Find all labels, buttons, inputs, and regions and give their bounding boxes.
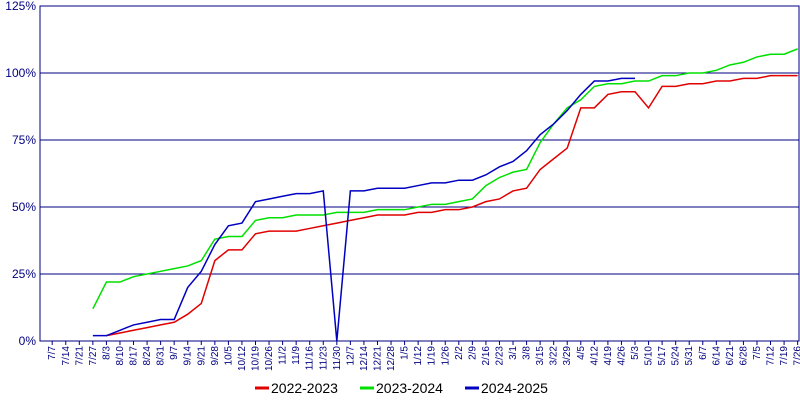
x-tick-label: 4/26 bbox=[616, 346, 627, 366]
x-tick-label: 7/27 bbox=[88, 346, 99, 366]
y-tick-label: 0% bbox=[19, 334, 37, 348]
y-tick-label: 50% bbox=[12, 200, 36, 214]
series-line bbox=[92, 48, 798, 310]
x-tick-label: 11/9 bbox=[291, 346, 302, 365]
x-tick-label: 12/28 bbox=[386, 346, 397, 371]
x-tick-label: 6/7 bbox=[698, 346, 709, 360]
x-tick-label: 11/30 bbox=[332, 346, 343, 371]
x-tick-label: 7/19 bbox=[779, 346, 790, 366]
x-tick-label: 7/5 bbox=[752, 346, 763, 360]
x-tick-label: 1/5 bbox=[400, 346, 411, 360]
x-tick-label: 8/24 bbox=[142, 346, 153, 366]
x-tick-label: 9/21 bbox=[196, 346, 207, 366]
y-tick-label: 125% bbox=[5, 0, 36, 13]
x-tick-label: 12/21 bbox=[372, 346, 383, 371]
x-tick-label: 3/8 bbox=[522, 346, 533, 360]
x-tick-label: 6/21 bbox=[725, 346, 736, 366]
x-tick-label: 5/17 bbox=[657, 346, 668, 366]
legend-label: 2023-2024 bbox=[376, 380, 443, 396]
legend-label: 2024-2025 bbox=[481, 380, 548, 396]
x-tick-label: 7/21 bbox=[74, 346, 85, 366]
x-tick-label: 8/17 bbox=[129, 346, 140, 366]
x-tick-label: 2/16 bbox=[481, 346, 492, 366]
x-tick-label: 5/31 bbox=[684, 346, 695, 366]
x-tick-label: 4/19 bbox=[603, 346, 614, 366]
x-tick-label: 5/3 bbox=[630, 346, 641, 360]
x-tick-label: 4/12 bbox=[589, 346, 600, 366]
plot-border bbox=[39, 5, 800, 342]
x-tick-label: 2/2 bbox=[454, 346, 465, 360]
x-tick-label: 3/15 bbox=[535, 346, 546, 366]
x-tick-label: 7/7 bbox=[47, 346, 58, 360]
x-tick-label: 7/14 bbox=[61, 346, 72, 366]
x-tick-label: 10/19 bbox=[251, 346, 262, 371]
x-tick-label: 1/12 bbox=[413, 346, 424, 366]
series-line bbox=[106, 74, 798, 337]
x-tick-label: 9/14 bbox=[183, 346, 194, 366]
x-tick-label: 11/2 bbox=[278, 346, 289, 365]
x-tick-label: 7/12 bbox=[766, 346, 777, 366]
x-tick-label: 2/23 bbox=[494, 346, 505, 366]
y-tick-label: 25% bbox=[12, 267, 36, 281]
x-tick-label: 10/5 bbox=[223, 346, 234, 366]
x-tick-label: 3/1 bbox=[508, 346, 519, 360]
x-tick-label: 5/10 bbox=[644, 346, 655, 366]
x-tick-label: 2/9 bbox=[467, 346, 478, 360]
y-tick-label: 100% bbox=[5, 66, 36, 80]
x-tick-label: 12/14 bbox=[359, 346, 370, 371]
x-tick-label: 8/31 bbox=[156, 346, 167, 366]
series-line bbox=[92, 77, 636, 342]
x-tick-label: 9/7 bbox=[169, 346, 180, 360]
x-tick-label: 5/24 bbox=[671, 346, 682, 366]
x-tick-label: 12/7 bbox=[345, 346, 356, 366]
y-tick-label: 75% bbox=[12, 133, 36, 147]
x-tick-label: 1/26 bbox=[440, 346, 451, 366]
x-tick-label: 1/19 bbox=[427, 346, 438, 366]
x-tick-label: 8/3 bbox=[101, 346, 112, 360]
x-tick-label: 6/28 bbox=[738, 346, 749, 366]
x-tick-label: 3/29 bbox=[562, 346, 573, 366]
x-tick-label: 4/5 bbox=[576, 346, 587, 360]
x-tick-label: 9/28 bbox=[210, 346, 221, 366]
x-tick-label: 6/14 bbox=[711, 346, 722, 366]
x-tick-label: 10/12 bbox=[237, 346, 248, 371]
legend-label: 2022-2023 bbox=[271, 380, 338, 396]
x-tick-label: 10/26 bbox=[264, 346, 275, 371]
x-tick-label: 11/23 bbox=[318, 346, 329, 371]
x-tick-label: 11/16 bbox=[305, 346, 316, 371]
x-tick-label: 7/26 bbox=[793, 346, 800, 366]
x-tick-label: 8/10 bbox=[115, 346, 126, 366]
x-tick-label: 3/22 bbox=[549, 346, 560, 366]
